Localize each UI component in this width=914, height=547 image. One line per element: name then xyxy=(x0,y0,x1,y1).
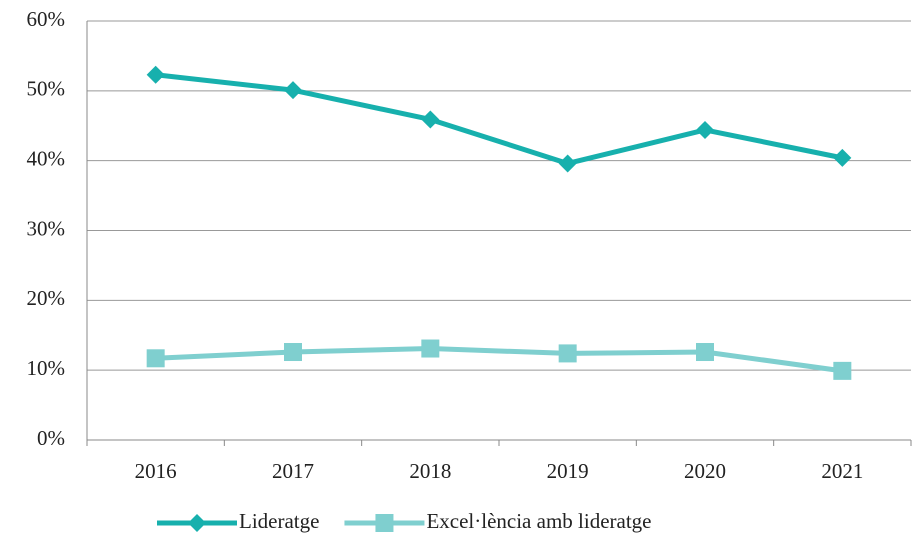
marker xyxy=(375,514,394,532)
marker xyxy=(558,344,577,363)
marker xyxy=(696,120,714,139)
marker xyxy=(146,65,165,84)
y-tick-label: 60% xyxy=(27,7,66,31)
y-tick-label: 40% xyxy=(27,146,66,170)
x-tick-label: 2018 xyxy=(409,459,451,483)
x-tick-label: 2019 xyxy=(547,459,589,483)
x-tick-label: 2017 xyxy=(272,459,314,483)
marker xyxy=(833,148,852,167)
marker xyxy=(833,361,852,380)
y-tick-label: 0% xyxy=(37,426,65,450)
marker xyxy=(421,339,440,358)
marker xyxy=(558,154,577,173)
legend-label: Excel·lència amb lideratge xyxy=(426,509,651,533)
marker xyxy=(421,110,440,129)
marker xyxy=(188,514,206,532)
x-tick-label: 2021 xyxy=(821,459,863,483)
marker xyxy=(696,343,714,362)
series-line xyxy=(155,346,843,374)
marker xyxy=(284,343,302,362)
y-tick-label: 30% xyxy=(27,216,66,240)
y-tick-label: 20% xyxy=(27,286,66,310)
y-tick-label: 50% xyxy=(27,77,66,101)
marker xyxy=(146,349,165,368)
x-tick-label: 2016 xyxy=(135,459,177,483)
marker xyxy=(284,81,302,100)
y-tick-label: 10% xyxy=(27,356,66,380)
series-line xyxy=(155,72,843,166)
legend-label: Lideratge xyxy=(239,509,319,533)
x-tick-label: 2020 xyxy=(684,459,726,483)
